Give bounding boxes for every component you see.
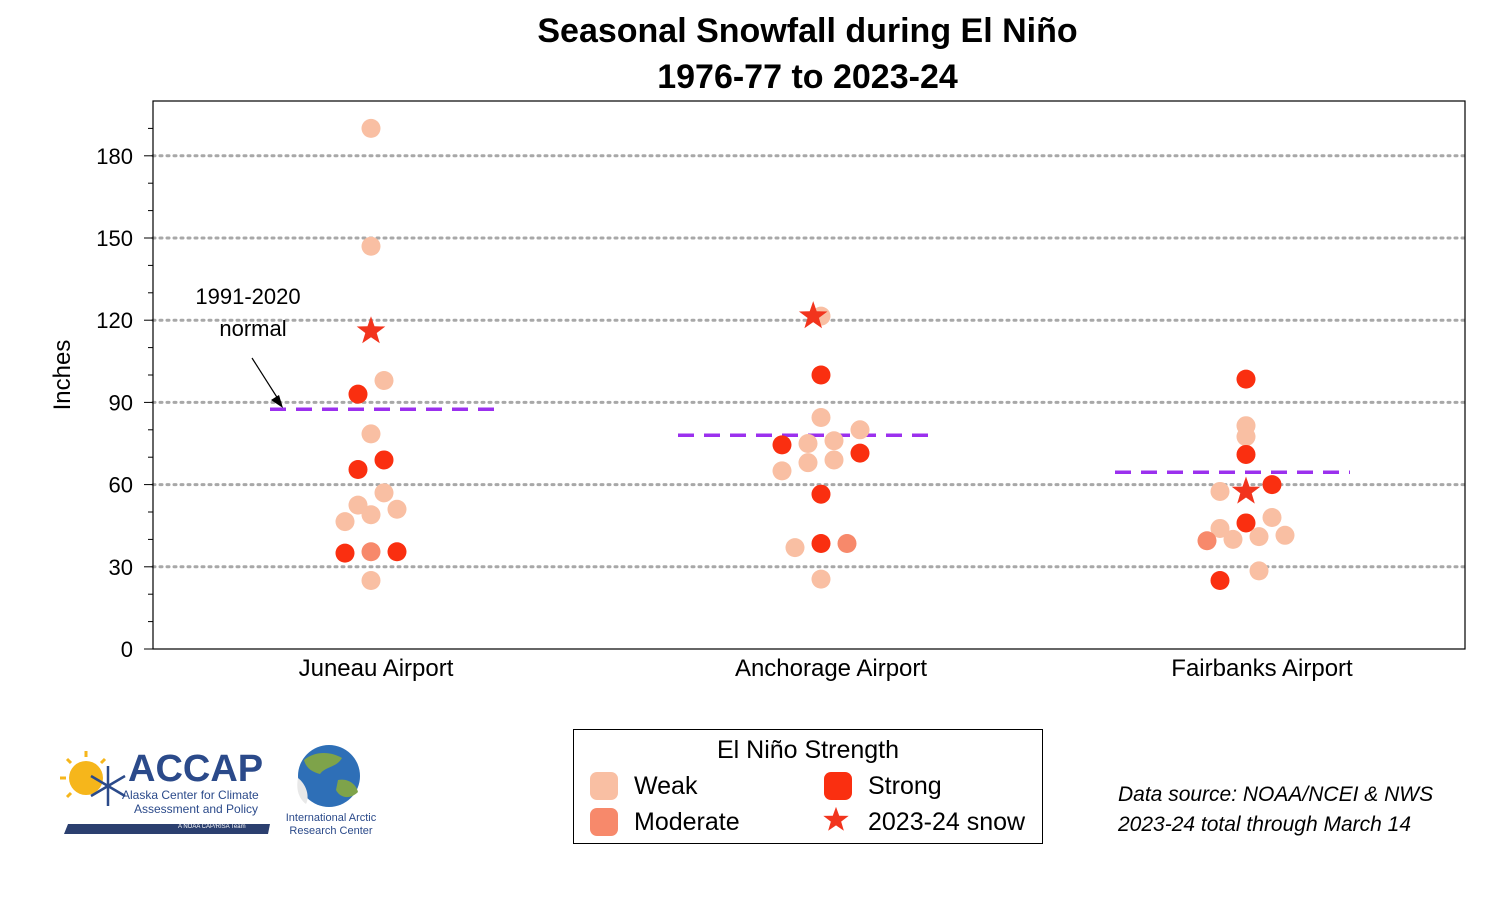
- point-strong: [335, 543, 355, 563]
- point-weak: [772, 461, 792, 481]
- chart-title-line-1: Seasonal Snowfall during El Niño: [537, 12, 1078, 50]
- point-weak: [824, 450, 844, 470]
- legend-title: El Niño Strength: [716, 736, 900, 764]
- point-weak: [361, 118, 381, 138]
- point-moderate: [1197, 531, 1217, 551]
- point-strong: [1236, 369, 1256, 389]
- chart-title-line-2: 1976-77 to 2023-24: [657, 58, 958, 96]
- accap-logo: ACCAP Alaska Center for Climate Assessme…: [50, 748, 280, 838]
- accap-name: ACCAP: [128, 748, 264, 790]
- point-weak: [374, 370, 394, 390]
- legend-strong-label: Strong: [868, 772, 942, 800]
- accap-logo-graphic: [60, 751, 270, 834]
- point-weak: [798, 434, 818, 453]
- y-tick-label: 90: [109, 390, 133, 415]
- point-weak: [1210, 481, 1230, 501]
- point-weak: [361, 571, 381, 590]
- point-strong: [811, 484, 831, 504]
- point-weak: [361, 424, 381, 444]
- y-tick-label: 150: [96, 226, 133, 251]
- accap-line-2: Assessment and Policy: [134, 802, 259, 816]
- point-strong: [1236, 444, 1256, 464]
- point-strong: [850, 443, 870, 463]
- point-weak: [1210, 518, 1230, 538]
- axis-layer: 0 30 60 90 120 150 180 Juneau Airport Anchorage …: [96, 100, 1466, 682]
- point-weak: [348, 495, 368, 515]
- point-weak: [335, 512, 355, 532]
- y-tick-label: 180: [96, 144, 133, 169]
- legend-weak-label: Weak: [634, 772, 698, 800]
- normal-annotation-line-1: 1991-2020: [195, 284, 300, 309]
- legend-star-label: 2023-24 snow: [868, 808, 1026, 836]
- point-strong: [1210, 571, 1230, 590]
- point-weak: [1249, 561, 1269, 581]
- legend-moderate-label: Moderate: [634, 808, 740, 836]
- y-tick-label: 120: [96, 308, 133, 333]
- annotation-arrow: [251, 357, 281, 403]
- data-source-line-2: 2023-24 total through March 14: [1118, 813, 1412, 836]
- iarc-globe-icon: [297, 745, 360, 807]
- y-tick-label: 60: [109, 473, 133, 498]
- x-category-label: Juneau Airport: [299, 655, 454, 682]
- point-weak: [374, 483, 394, 503]
- point-weak: [785, 538, 805, 558]
- point-strong: [1262, 475, 1282, 495]
- annotation-arrowhead: [271, 395, 283, 408]
- point-weak: [811, 569, 831, 589]
- point-weak: [1223, 529, 1243, 549]
- point-weak: [387, 499, 407, 519]
- y-tick-label: 30: [109, 555, 133, 580]
- accap-line-1: Alaska Center for Climate: [122, 788, 259, 802]
- star-2023-24: [1231, 476, 1261, 504]
- iarc-line-1: International Arctic: [285, 812, 377, 824]
- x-category-label: Fairbanks Airport: [1171, 655, 1353, 682]
- point-weak: [361, 505, 381, 525]
- y-tick-label: 0: [121, 637, 133, 662]
- point-weak: [811, 407, 831, 427]
- point-strong: [772, 435, 792, 455]
- x-category-label: Anchorage Airport: [735, 655, 927, 682]
- data-source-note: Data source: NOAA/NCEI & NWS 2023-24 tot…: [1118, 780, 1433, 840]
- data-source-line-1: Data source: NOAA/NCEI & NWS: [1118, 783, 1434, 806]
- legend-star-icon: [823, 806, 849, 831]
- point-weak: [798, 453, 818, 473]
- legend-moderate-swatch: [590, 808, 618, 836]
- point-weak: [1262, 507, 1282, 527]
- point-weak: [1236, 427, 1256, 447]
- accap-tagline: A NOAA CAP/RISA Team: [178, 824, 246, 830]
- legend-weak-swatch: [590, 772, 618, 800]
- star-2023-24: [798, 301, 828, 329]
- point-strong: [1236, 513, 1256, 533]
- point-weak: [824, 431, 844, 451]
- legend: El Niño Strength Weak Moderate Strong 20…: [573, 729, 1043, 844]
- point-strong: [348, 384, 368, 404]
- point-moderate: [837, 534, 857, 554]
- iarc-line-2: Research Center: [289, 825, 373, 837]
- iarc-logo: International Arctic Research Center: [276, 744, 386, 840]
- point-strong: [811, 534, 831, 554]
- star-2023-24: [356, 316, 386, 344]
- points-layer: [335, 118, 1295, 590]
- point-moderate: [361, 542, 381, 562]
- point-strong: [348, 460, 368, 480]
- normal-annotation-line-2: normal: [219, 316, 286, 341]
- point-strong: [387, 542, 407, 562]
- point-weak: [850, 420, 870, 440]
- y-axis-label: Inches: [49, 340, 76, 411]
- point-weak: [1249, 527, 1269, 547]
- legend-strong-swatch: [824, 772, 852, 800]
- point-weak: [1275, 525, 1295, 545]
- point-weak: [361, 236, 381, 256]
- point-strong: [811, 365, 831, 385]
- point-strong: [374, 450, 394, 470]
